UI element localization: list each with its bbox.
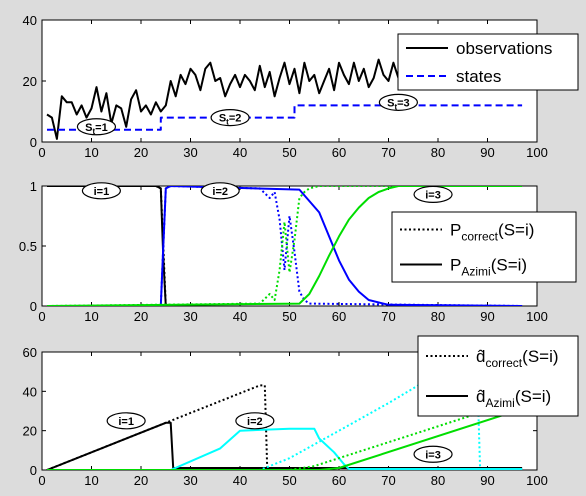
- x-tick-label: 60: [332, 145, 346, 160]
- annotation-ellipse: [200, 182, 240, 200]
- series-line-4: [47, 408, 523, 470]
- legend-label: observations: [456, 39, 552, 58]
- legend-label-subscript: correct: [461, 230, 498, 244]
- y-tick-label: 0: [30, 299, 37, 314]
- x-tick-label: 0: [38, 309, 45, 324]
- x-tick-label: 80: [431, 309, 445, 324]
- annotation-label: St=2: [219, 113, 242, 127]
- x-tick-label: 0: [38, 473, 45, 488]
- x-tick-label: 20: [134, 473, 148, 488]
- x-tick-label: 80: [431, 473, 445, 488]
- x-tick-label: 90: [480, 145, 494, 160]
- x-tick-label: 70: [381, 145, 395, 160]
- legend-label-subscript: Azimi: [485, 396, 514, 410]
- legend-label-suffix: (S=i): [522, 347, 558, 366]
- annotation-label: St=3: [387, 97, 410, 111]
- annotation-rest: =1: [95, 122, 108, 134]
- series-line-3: [47, 384, 523, 470]
- series-group: [46, 186, 523, 306]
- x-tick-label: 10: [84, 309, 98, 324]
- annotation-rest: =2: [229, 113, 242, 125]
- legend-box: [391, 211, 577, 283]
- x-tick-label: 40: [233, 473, 247, 488]
- annotation-label: St=1: [85, 122, 108, 136]
- x-tick-label: 30: [183, 309, 197, 324]
- y-tick-label: 40: [23, 13, 37, 28]
- x-tick-label: 90: [480, 473, 494, 488]
- y-tick-label: 0: [30, 135, 37, 150]
- annotation-subscript: t: [93, 127, 96, 136]
- x-tick-label: 60: [332, 473, 346, 488]
- x-tick-label: 80: [431, 145, 445, 160]
- annotation-label: i=1: [118, 416, 134, 428]
- annotation-subscript: t: [226, 118, 229, 127]
- x-tick-label: 40: [233, 309, 247, 324]
- x-tick-label: 30: [183, 473, 197, 488]
- x-tick-label: 50: [282, 309, 296, 324]
- x-tick-label: 20: [134, 145, 148, 160]
- legend-label-subscript: correct: [485, 356, 522, 370]
- top-panel-observations-states: 0 10 20 30 40 50 60 70 80 90 100 0 20 40 St=1 St=2 St=3 o…: [23, 13, 579, 160]
- annotation-label: i=3: [425, 189, 441, 201]
- y-tick-label: 1: [30, 179, 37, 194]
- annotation-ellipse: [413, 185, 453, 203]
- series-group: [46, 384, 523, 470]
- x-tick-label: 10: [84, 145, 98, 160]
- annotation-subscript: t: [394, 102, 397, 111]
- y-tick-label: 60: [23, 345, 37, 360]
- y-tick-label: 0: [30, 463, 37, 478]
- x-tick-label: 100: [526, 473, 548, 488]
- annotation-rest: =3: [397, 97, 410, 109]
- x-tick-label: 100: [526, 309, 548, 324]
- annotation-label: i=1: [94, 186, 110, 198]
- x-tick-label: 60: [332, 309, 346, 324]
- x-tick-label: 0: [38, 145, 45, 160]
- annotation-label: i=2: [212, 186, 228, 198]
- y-tick-label: 20: [23, 74, 37, 89]
- x-tick-label: 70: [381, 473, 395, 488]
- x-tick-label: 50: [282, 145, 296, 160]
- series-line-4: [46, 186, 523, 306]
- series-line-1: [47, 186, 167, 306]
- annotation-ellipse: [76, 118, 117, 136]
- x-tick-label: 70: [381, 309, 395, 324]
- annotation-ellipse: [235, 412, 275, 430]
- x-tick-label: 90: [480, 309, 494, 324]
- annotation-ellipse: [106, 412, 146, 430]
- legend-label: Pcorrect(S=i): [450, 221, 534, 244]
- legend-box: [397, 33, 579, 91]
- x-tick-label: 30: [183, 145, 197, 160]
- annotation-ellipse: [378, 93, 418, 111]
- annotation-ellipse: [210, 108, 250, 127]
- annotation-ellipse: [81, 182, 122, 200]
- x-tick-label: 20: [134, 309, 148, 324]
- legend-label-suffix: (S=i): [515, 387, 551, 406]
- legend-label: states: [456, 67, 501, 86]
- y-tick-label: 0.5: [19, 239, 37, 254]
- x-tick-label: 10: [84, 473, 98, 488]
- legend-box: [417, 335, 579, 417]
- x-tick-label: 50: [282, 473, 296, 488]
- legend-label-subscript: Azimi: [461, 265, 490, 279]
- x-tick-label: 40: [233, 145, 247, 160]
- y-tick-label: 40: [23, 384, 37, 399]
- legend-label-suffix: (S=i): [498, 221, 534, 240]
- y-tick-label: 20: [23, 424, 37, 439]
- annotation-ellipse: [413, 445, 453, 463]
- series-line-3: [159, 186, 523, 306]
- x-tick-label: 100: [526, 145, 548, 160]
- annotation-label: i=3: [425, 449, 441, 461]
- middle-panel-probabilities: 0 10 20 30 40 50 60 70 80 90 100 0 0.5 1 i=1 i=2 i=3 Pcor…: [19, 179, 577, 324]
- legend-label-suffix: (S=i): [491, 256, 527, 275]
- annotation-label: i=2: [247, 416, 263, 428]
